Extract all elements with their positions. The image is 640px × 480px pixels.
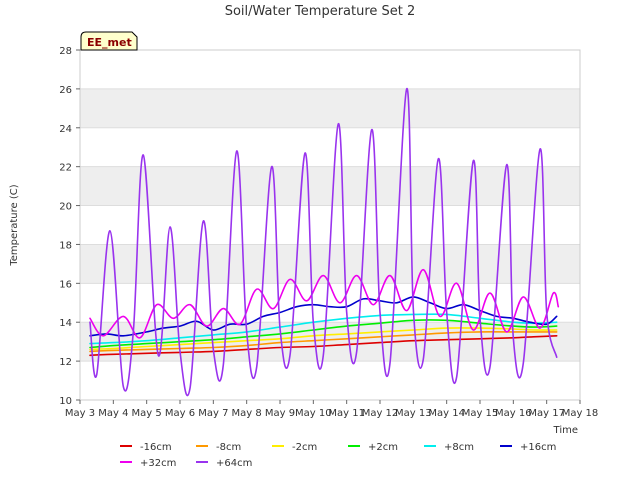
grid-band <box>80 50 580 89</box>
legend-label: +64cm <box>216 458 252 469</box>
grid-band <box>80 166 580 206</box>
x-axis-label: Time <box>553 425 578 436</box>
y-axis-label: Temperature (C) <box>9 184 20 266</box>
legend-label: +16cm <box>520 442 556 453</box>
series-line-16cm <box>89 335 558 357</box>
x-tick-label: May 8 <box>232 408 262 419</box>
x-tick-label: May 16 <box>495 408 532 419</box>
x-tick-label: May 11 <box>328 408 365 419</box>
legend-label: -16cm <box>140 442 172 453</box>
x-tick-label: May 4 <box>98 408 128 419</box>
y-tick-label: 24 <box>59 124 72 135</box>
chart-title: Soil/Water Temperature Set 2 <box>225 4 416 19</box>
x-tick-label: May 3 <box>65 408 95 419</box>
x-tick-label: May 13 <box>395 408 432 419</box>
y-tick-label: 22 <box>59 163 72 174</box>
series-line-16cm <box>89 296 558 337</box>
station-label-shape <box>80 31 138 51</box>
y-tick-label: 16 <box>59 279 72 290</box>
legend-label: +8cm <box>444 442 474 453</box>
x-tick-label: May 10 <box>295 408 332 419</box>
legend-label: -8cm <box>216 442 241 453</box>
series-lines <box>89 88 560 397</box>
legend: -16cm -8cm -2cm +2cm +8cm +16cm +32cm +64cm <box>120 442 556 469</box>
x-tick-label: May 18 <box>562 408 599 419</box>
x-tick-label: May 9 <box>265 408 295 419</box>
x-tick-label: May 14 <box>428 408 465 419</box>
series-line-2cm <box>89 327 558 351</box>
x-tick-label: May 5 <box>132 408 162 419</box>
y-tick-label: 28 <box>59 46 72 57</box>
series-line-8cm <box>89 331 558 353</box>
y-tick-label: 20 <box>59 202 72 213</box>
series-line-2cm <box>89 319 558 349</box>
y-tick-label: 18 <box>59 240 72 251</box>
y-tick-label: 26 <box>59 85 72 96</box>
x-tick-label: May 15 <box>462 408 499 419</box>
y-tick-label: 10 <box>59 396 72 407</box>
y-axis: 10 12 14 16 18 20 22 24 26 28 <box>59 46 80 407</box>
series-line-8cm <box>89 313 558 345</box>
y-tick-label: 12 <box>59 357 72 368</box>
grid-band <box>80 88 580 128</box>
grid-band <box>80 127 580 167</box>
legend-label: +2cm <box>368 442 398 453</box>
series-line-32cm <box>89 268 560 339</box>
y-tick-label: 14 <box>59 318 72 329</box>
x-tick-label: May 17 <box>528 408 565 419</box>
grid-band <box>80 361 580 400</box>
station-label: EE_met <box>87 36 132 49</box>
x-axis: May 3 May 4 May 5 May 6 May 7 May 8 May 9 May 1… <box>65 400 598 419</box>
station-label-box: EE_met <box>80 31 138 51</box>
x-tick-label: May 12 <box>362 408 399 419</box>
legend-label: +32cm <box>140 458 176 469</box>
x-tick-label: May 6 <box>165 408 195 419</box>
plot-area-frame <box>79 49 581 401</box>
series-line-64cm <box>89 88 558 397</box>
x-tick-label: May 7 <box>198 408 228 419</box>
legend-label: -2cm <box>292 442 317 453</box>
grid-bands <box>80 50 580 401</box>
